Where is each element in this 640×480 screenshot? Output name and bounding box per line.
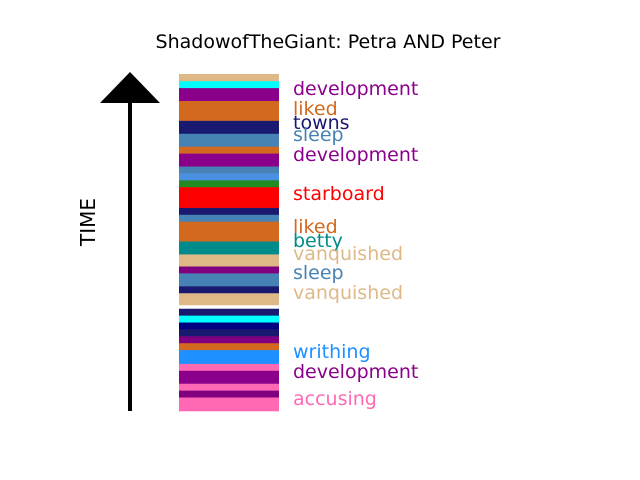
segment-13 <box>179 292 279 306</box>
word-label: sleep <box>293 262 344 284</box>
segment-30 <box>179 100 279 121</box>
word-label: vanquished <box>293 282 404 304</box>
segment-24 <box>179 173 279 181</box>
word-label: writhing <box>293 341 371 363</box>
segment-stack <box>179 74 279 412</box>
segment-6 <box>179 342 279 351</box>
word-label: betty <box>293 230 343 252</box>
segment-32 <box>179 80 279 89</box>
segment-28 <box>179 133 279 147</box>
word-label: development <box>293 78 419 100</box>
segment-29 <box>179 120 279 134</box>
word-label: liked <box>293 216 338 238</box>
segment-15 <box>179 273 279 287</box>
segment-11 <box>179 308 279 316</box>
segment-8 <box>179 329 279 337</box>
segment-33 <box>179 74 279 82</box>
segment-19 <box>179 221 279 242</box>
segment-23 <box>179 180 279 188</box>
word-label: development <box>293 361 419 383</box>
segment-25 <box>179 166 279 174</box>
segment-22 <box>179 186 279 208</box>
segment-0 <box>179 397 279 412</box>
segment-1 <box>179 390 279 398</box>
word-label: accusing <box>293 388 377 410</box>
segment-27 <box>179 146 279 154</box>
segment-4 <box>179 363 279 371</box>
segment-7 <box>179 336 279 344</box>
time-arrow-head <box>100 72 160 103</box>
segment-3 <box>179 370 279 384</box>
segment-9 <box>179 322 279 330</box>
word-label: starboard <box>293 183 385 205</box>
segment-21 <box>179 207 279 215</box>
word-label: sleep <box>293 124 344 146</box>
segment-17 <box>179 254 279 267</box>
segment-12 <box>179 304 279 309</box>
word-label: liked <box>293 98 338 120</box>
segment-2 <box>179 383 279 391</box>
segment-31 <box>179 87 279 102</box>
segment-20 <box>179 214 279 222</box>
word-label: development <box>293 144 419 166</box>
segment-10 <box>179 315 279 323</box>
segment-5 <box>179 349 279 364</box>
segment-26 <box>179 153 279 167</box>
chart-title: ShadowofTheGiant: Petra AND Peter <box>155 31 501 53</box>
word-label: towns <box>293 112 350 134</box>
segment-16 <box>179 266 279 274</box>
segment-14 <box>179 286 279 294</box>
segment-18 <box>179 241 279 255</box>
word-label: vanquished <box>293 243 404 265</box>
